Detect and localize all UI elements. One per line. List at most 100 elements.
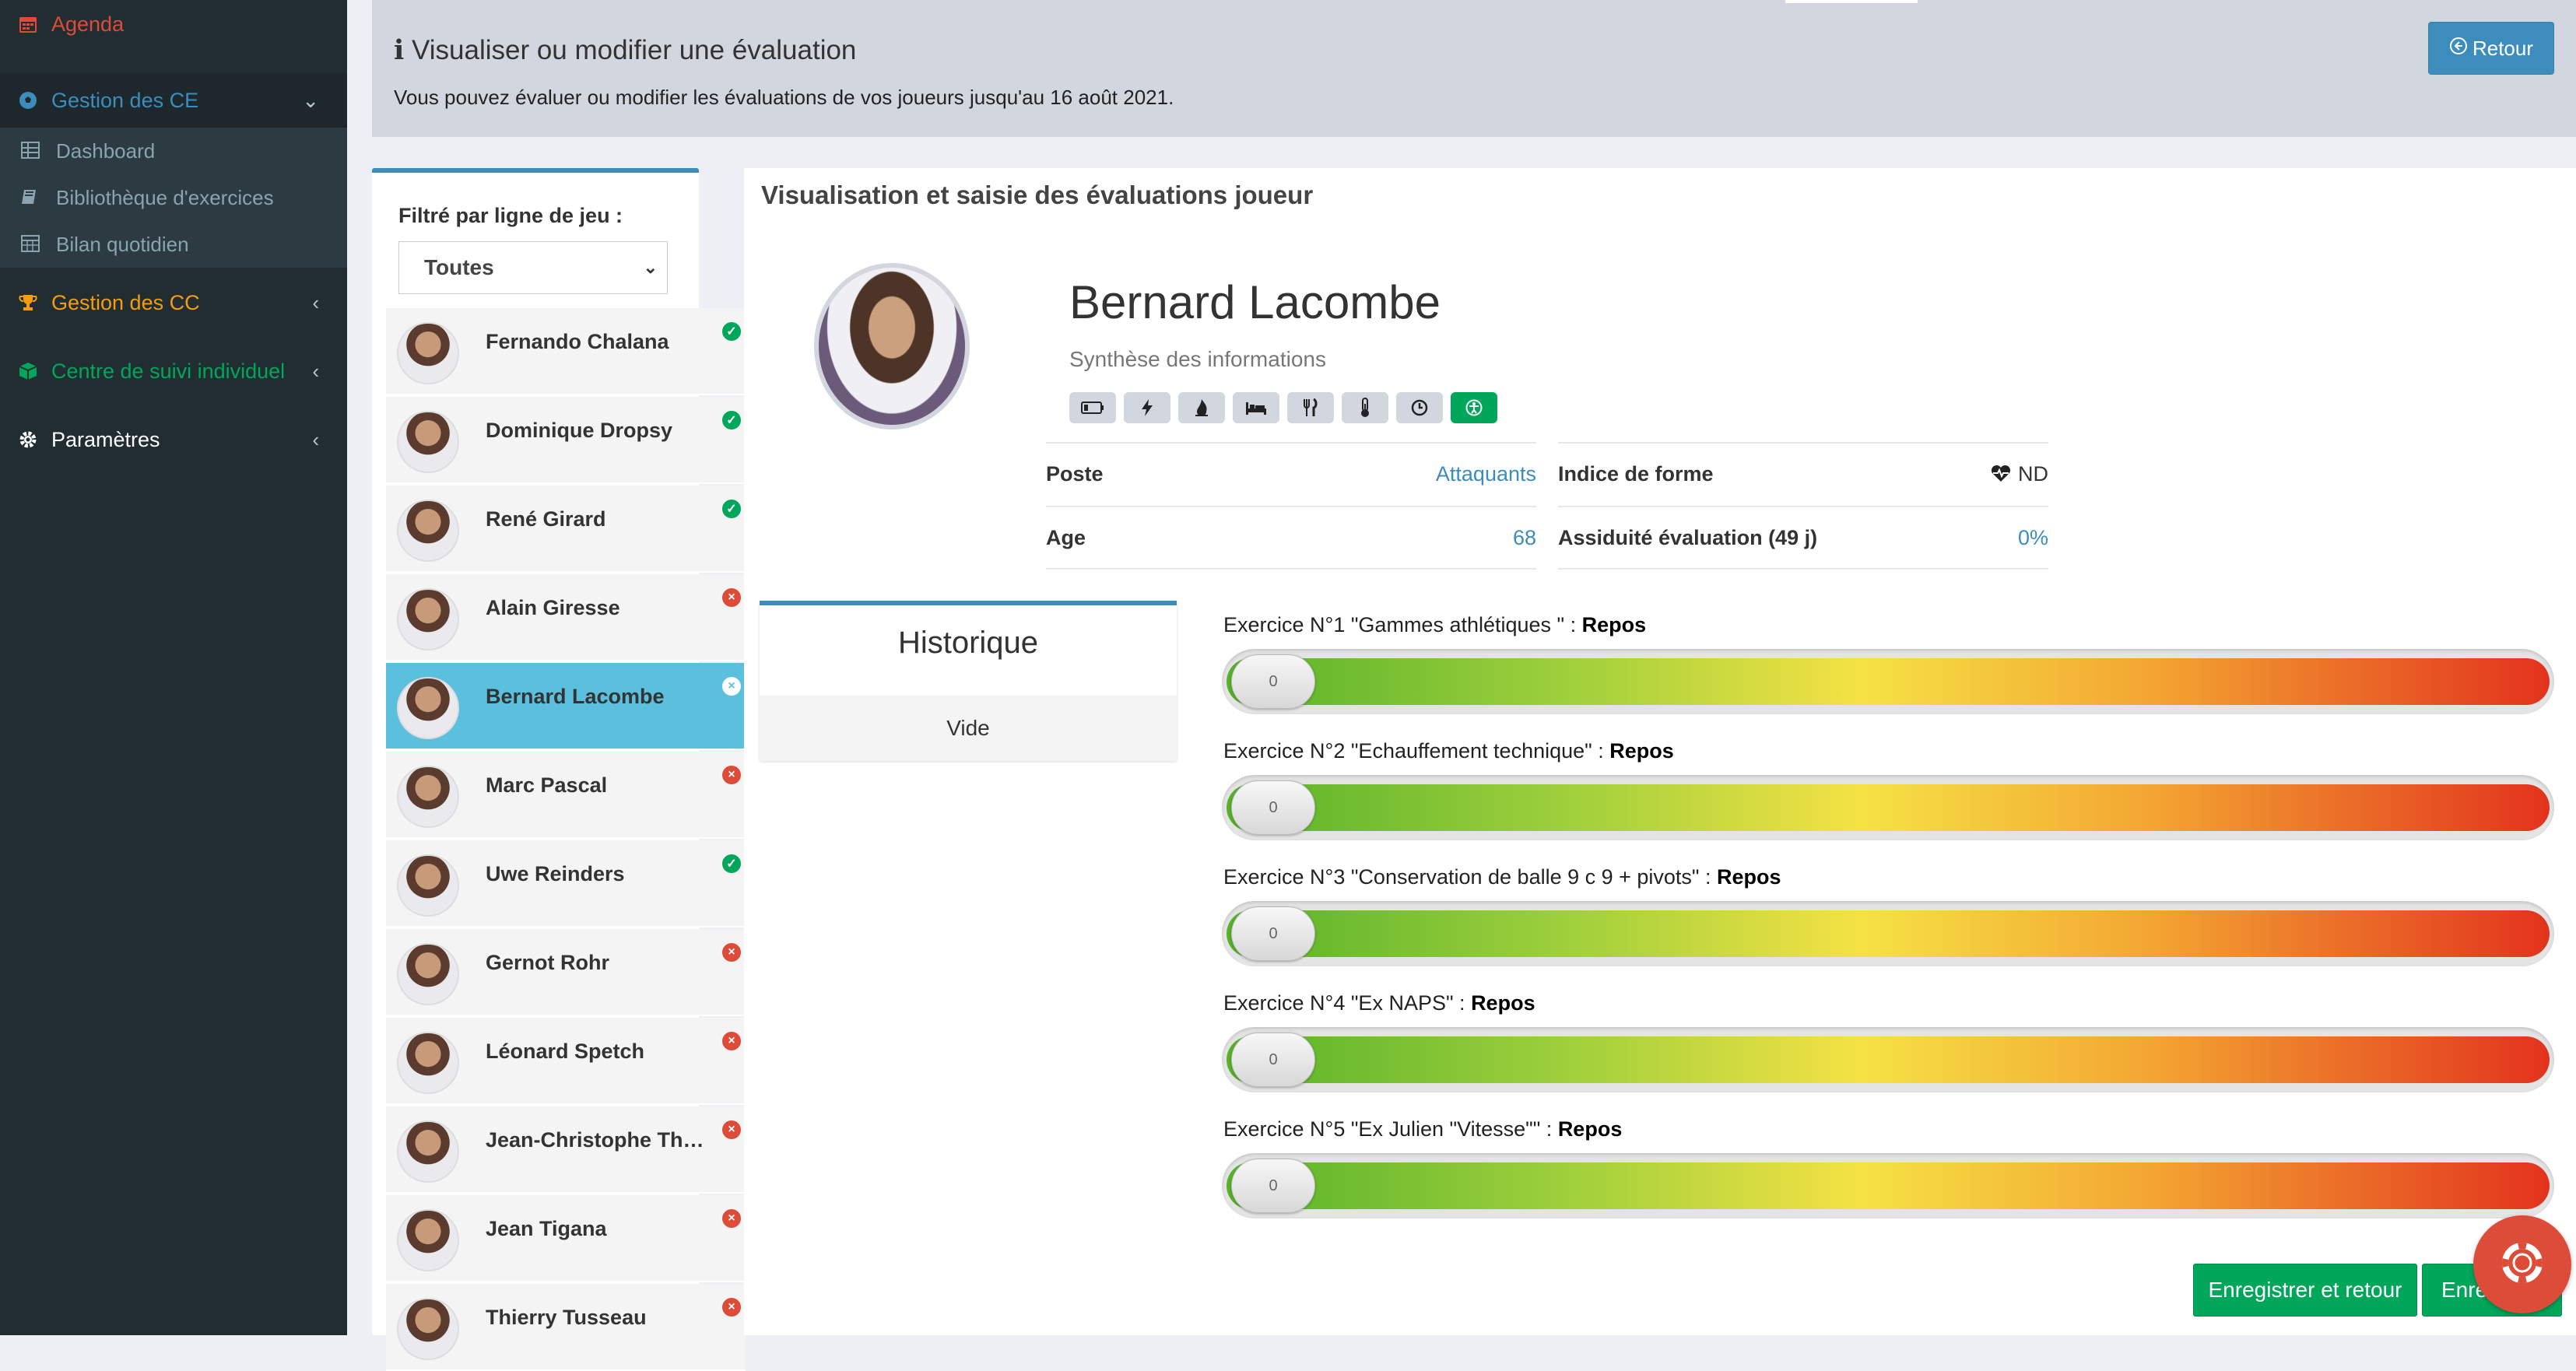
player-name: René Girard [486,507,606,531]
sidebar-item-bilan[interactable]: Bilan quotidien [0,221,347,268]
player-name: Léonard Spetch [486,1040,645,1063]
x-circle-icon: × [722,943,741,962]
x-circle-icon: × [722,677,741,696]
sidebar-item-gestion-ce[interactable]: Gestion des CE ⌄ [0,73,347,128]
player-thumbnail [397,500,459,562]
exercise-title: Exercice N°4 "Ex NAPS" : [1223,991,1472,1015]
battery-icon[interactable] [1069,392,1116,423]
exercise-status: Repos [1581,613,1647,636]
player-list-item[interactable]: Léonard Spetch × [386,1018,746,1105]
sidebar-item-dashboard[interactable]: Dashboard [0,128,347,174]
bed-icon[interactable] [1233,392,1279,423]
sidebar-item-label: Agenda [51,12,125,36]
calendar-icon [17,13,39,35]
fire-icon[interactable] [1178,392,1225,423]
sidebar-item-centre-suivi[interactable]: Centre de suivi individuel ‹ [0,345,347,397]
utensils-icon[interactable] [1287,392,1334,423]
thermometer-icon[interactable] [1342,392,1388,423]
player-list-item[interactable]: Bernard Lacombe × [386,663,746,750]
sidebar-item-label: Dashboard [56,139,156,163]
player-list-item[interactable]: Alain Giresse × [386,574,746,661]
exercise-status: Repos [1471,991,1535,1015]
rating-slider-gradient[interactable] [1227,658,2550,705]
poste-label: Poste [1046,462,1104,486]
player-list-item[interactable]: Thierry Tusseau × [386,1284,746,1371]
sidebar-submenu: Dashboard Bibliothèque d'exercices Bilan… [0,128,347,268]
player-thumbnail [397,1298,459,1360]
accessibility-icon[interactable] [1451,392,1497,423]
rating-slider-handle[interactable]: 0 [1231,1159,1315,1213]
sidebar-item-gestion-cc[interactable]: Gestion des CC ‹ [0,277,347,328]
exercise-title: Exercice N°2 "Echauffement technique" : [1223,739,1610,763]
age-value: 68 [1512,526,1536,549]
player-name: Jean Tigana [486,1217,607,1240]
info-divider [1046,506,1536,507]
bolt-icon[interactable] [1124,392,1170,423]
x-circle-icon: × [722,1298,741,1317]
retour-button[interactable]: Retour [2428,22,2554,75]
info-divider [1558,568,2048,570]
exercise-label: Exercice N°5 "Ex Julien "Vitesse"" : Rep… [1223,1117,1622,1141]
heartbeat-icon [1990,462,2018,486]
top-tab-indicator [1785,0,1918,3]
help-lifebuoy-button[interactable] [2473,1215,2571,1313]
lifebuoy-icon [2501,1242,2543,1288]
sidebar-item-parametres[interactable]: Paramètres ‹ [0,414,347,465]
sidebar-item-label: Bibliothèque d'exercices [56,185,274,209]
player-thumbnail [397,677,459,739]
clock-icon[interactable] [1396,392,1443,423]
info-divider [1558,506,2048,507]
player-name: Gernot Rohr [486,951,609,974]
player-list-item[interactable]: Dominique Dropsy ✓ [386,397,746,484]
player-status-icons [1069,392,1497,423]
player-thumbnail [397,1032,459,1094]
player-list-item[interactable]: René Girard ✓ [386,486,746,573]
rating-slider-handle[interactable]: 0 [1231,1033,1315,1087]
player-avatar [814,263,970,430]
exercise-status: Repos [1557,1117,1623,1141]
save-and-return-button[interactable]: Enregistrer et retour [2193,1264,2417,1317]
player-name: Alain Giresse [486,596,620,619]
player-list-item[interactable]: Fernando Chalana ✓ [386,308,746,395]
player-thumbnail [397,411,459,473]
sidebar-item-bibliotheque[interactable]: Bibliothèque d'exercices [0,174,347,221]
player-list-item[interactable]: Gernot Rohr × [386,929,746,1016]
poste-value[interactable]: Attaquants [1435,462,1536,486]
page-title: i Visualiser ou modifier une évaluation [394,34,857,66]
forme-value: ND [1815,462,2048,486]
soccer-ball-icon [17,89,39,111]
sidebar-item-label: Gestion des CE [51,88,199,112]
player-name: Dominique Dropsy [486,419,673,442]
sidebar-item-agenda[interactable]: Agenda [0,0,347,48]
info-divider [1046,442,1536,444]
filter-select[interactable]: Toutes ⌄ [398,241,668,294]
book-icon [20,187,42,209]
player-name: Marc Pascal [486,773,608,797]
player-list-item[interactable]: Uwe Reinders ✓ [386,840,746,927]
player-list-item[interactable]: Jean Tigana × [386,1195,746,1282]
rating-slider-gradient[interactable] [1227,1162,2550,1209]
rating-slider-handle[interactable]: 0 [1231,906,1315,961]
rating-slider-handle[interactable]: 0 [1231,780,1315,835]
player-list-item[interactable]: Marc Pascal × [386,752,746,839]
chevron-down-icon: ⌄ [302,88,319,112]
assiduite-label: Assiduité évaluation (49 j) [1558,526,1818,549]
x-circle-icon: × [722,766,741,784]
rating-slider-gradient[interactable] [1227,1036,2550,1083]
exercise-label: Exercice N°4 "Ex NAPS" : Repos [1223,991,1535,1015]
player-thumbnail [397,588,459,650]
exercise-title: Exercice N°3 "Conservation de balle 9 c … [1223,865,1718,889]
rating-slider-gradient[interactable] [1227,910,2550,957]
exercise-status: Repos [1717,865,1781,889]
player-list-item[interactable]: Jean-Christophe Thouvenel × [386,1106,746,1194]
rating-slider-handle[interactable]: 0 [1231,654,1315,709]
player-thumbnail [397,1120,459,1183]
player-name: Jean-Christophe Thouvenel [486,1128,711,1152]
check-circle-icon: ✓ [722,500,741,518]
exercise-status: Repos [1609,739,1674,763]
circle-arrow-left-icon [2449,37,2468,61]
player-name: Thierry Tusseau [486,1306,647,1329]
sidebar-item-label: Centre de suivi individuel [51,359,286,383]
player-thumbnail [397,854,459,917]
rating-slider-gradient[interactable] [1227,784,2550,831]
